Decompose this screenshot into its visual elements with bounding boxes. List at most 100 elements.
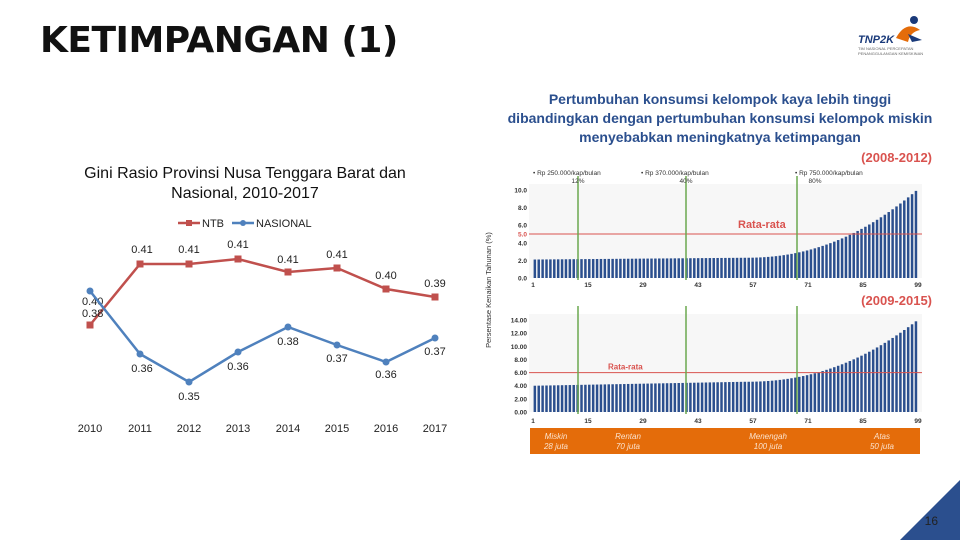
y-tick-0-6.0: 6.0 bbox=[518, 223, 527, 230]
bar-1-77 bbox=[829, 368, 832, 412]
bar-1-92 bbox=[887, 340, 890, 412]
data-label-ntb-2010: 0.40 bbox=[82, 296, 103, 308]
x-tick-1-1: 1 bbox=[531, 418, 535, 425]
bar-1-63 bbox=[774, 380, 778, 412]
bar-0-27 bbox=[634, 258, 638, 278]
bar-0-39 bbox=[681, 258, 684, 278]
bar-1-39 bbox=[681, 382, 684, 412]
point-nasional-2014 bbox=[284, 323, 292, 331]
bar-0-43 bbox=[696, 258, 700, 278]
bar-0-23 bbox=[619, 258, 622, 278]
bar-0-17 bbox=[595, 258, 599, 278]
logo-name: TNP2K bbox=[858, 34, 895, 46]
bar-0-93 bbox=[891, 209, 894, 278]
x-tick-1-29: 29 bbox=[639, 418, 647, 425]
bar-1-49 bbox=[720, 382, 723, 412]
bar-0-92 bbox=[887, 212, 890, 278]
bar-1-33 bbox=[658, 383, 661, 412]
x-tick-1-99: 99 bbox=[914, 418, 922, 425]
bar-0-15 bbox=[588, 259, 591, 278]
bar-1-90 bbox=[879, 345, 883, 412]
bar-1-93 bbox=[891, 337, 894, 412]
point-ntb-2017 bbox=[431, 293, 439, 301]
bar-0-44 bbox=[700, 258, 704, 278]
bar-0-37 bbox=[673, 258, 677, 278]
x-tick-1-57: 57 bbox=[749, 418, 757, 425]
logo-subtitle: TIM NASIONAL PERCEPATAN PENANGGULANGAN K… bbox=[858, 46, 924, 56]
x-tick-2016: 2016 bbox=[374, 423, 398, 435]
bar-1-71 bbox=[805, 375, 809, 412]
bar-0-16 bbox=[591, 259, 595, 278]
tnp2k-logo: TNP2K TIM NASIONAL PERCEPATAN PENANGGULA… bbox=[848, 12, 948, 60]
bar-1-59 bbox=[759, 381, 762, 412]
bar-1-4 bbox=[545, 385, 548, 412]
bar-1-57 bbox=[751, 381, 754, 412]
segment-size-3: 50 juta bbox=[870, 442, 895, 451]
bar-1-81 bbox=[844, 362, 848, 412]
bar-1-27 bbox=[634, 383, 638, 412]
bar-1-5 bbox=[549, 385, 552, 412]
bar-0-74 bbox=[817, 247, 820, 278]
bar-1-2 bbox=[537, 385, 540, 412]
bar-1-18 bbox=[599, 384, 603, 412]
threshold-pct-0: 12% bbox=[571, 178, 584, 185]
bar-0-8 bbox=[560, 259, 564, 278]
bar-1-84 bbox=[856, 357, 859, 412]
bar-1-43 bbox=[696, 382, 700, 412]
bar-0-19 bbox=[603, 258, 607, 278]
bar-0-6 bbox=[553, 259, 556, 278]
bar-0-94 bbox=[895, 206, 898, 278]
threshold-label-1: • Rp 370.000/kap/bulan bbox=[641, 170, 709, 177]
bar-1-9 bbox=[564, 385, 568, 412]
bar-1-97 bbox=[906, 327, 910, 412]
y-tick-1-2.00: 2.00 bbox=[514, 396, 527, 403]
bar-0-30 bbox=[646, 258, 649, 278]
average-label-0: Rata-rata bbox=[738, 219, 787, 231]
segment-size-1: 70 juta bbox=[616, 442, 641, 451]
segment-label-2: Menengah bbox=[749, 432, 787, 441]
bar-0-34 bbox=[661, 258, 665, 278]
bar-0-33 bbox=[658, 258, 661, 278]
x-tick-2010: 2010 bbox=[78, 423, 102, 435]
runner-icon bbox=[896, 16, 922, 42]
bar-0-53 bbox=[735, 257, 739, 278]
bar-0-68 bbox=[794, 253, 797, 278]
bar-0-25 bbox=[626, 258, 630, 278]
bar-0-3 bbox=[541, 259, 544, 278]
x-tick-0-43: 43 bbox=[694, 282, 702, 289]
bar-1-61 bbox=[766, 380, 770, 412]
bar-1-13 bbox=[580, 384, 583, 412]
point-nasional-2016 bbox=[382, 358, 390, 366]
bar-0-52 bbox=[731, 257, 735, 278]
segment-band bbox=[530, 428, 920, 454]
bar-1-28 bbox=[638, 383, 642, 412]
bar-1-51 bbox=[728, 382, 731, 412]
bar-0-90 bbox=[879, 217, 883, 278]
data-label-nasional-2011: 0.36 bbox=[131, 363, 152, 375]
bar-0-2 bbox=[537, 259, 540, 278]
bar-1-70 bbox=[801, 376, 805, 412]
bar-1-3 bbox=[541, 385, 544, 412]
x-tick-1-15: 15 bbox=[584, 418, 592, 425]
bar-0-87 bbox=[868, 224, 871, 278]
x-tick-0-71: 71 bbox=[804, 282, 812, 289]
bar-1-66 bbox=[786, 378, 789, 412]
bar-1-74 bbox=[817, 372, 820, 412]
bar-0-76 bbox=[825, 244, 828, 278]
threshold-label-2: • Rp 750.000/kap/bulan bbox=[795, 170, 863, 177]
bar-1-72 bbox=[809, 374, 813, 412]
segment-label-3: Atas bbox=[873, 432, 890, 441]
bar-0-67 bbox=[790, 253, 793, 278]
bar-1-36 bbox=[669, 383, 673, 412]
x-tick-1-71: 71 bbox=[804, 418, 812, 425]
bar-0-49 bbox=[720, 257, 723, 278]
bar-1-50 bbox=[724, 382, 727, 412]
bar-0-66 bbox=[786, 254, 789, 278]
y-tick-1-0.00: 0.00 bbox=[514, 410, 527, 417]
y-tick-1-14.00: 14.00 bbox=[511, 318, 528, 325]
bar-0-29 bbox=[642, 258, 645, 278]
point-nasional-2010 bbox=[86, 287, 94, 295]
bar-0-46 bbox=[708, 258, 712, 278]
bar-0-50 bbox=[724, 257, 727, 278]
